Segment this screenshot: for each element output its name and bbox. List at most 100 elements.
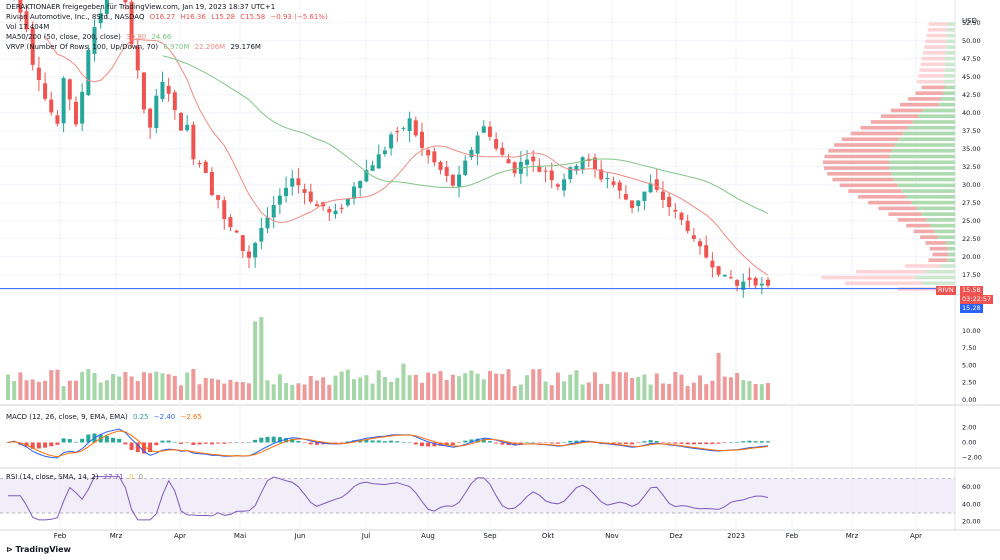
volume-bar <box>382 376 387 400</box>
vp-up-bar <box>947 258 955 262</box>
volume-bar <box>728 377 733 400</box>
macd-histogram-bar <box>179 442 184 444</box>
volume-bar <box>487 371 492 400</box>
vp-up-bar <box>946 28 955 32</box>
volume-bar <box>228 379 233 400</box>
symbol-line[interactable]: Rivian Automotive, Inc., 8Std., NASDAQ O… <box>6 13 331 22</box>
volume-bar <box>704 384 709 400</box>
ma-legend[interactable]: MA50/200 (50, close, 200, close) 30.80 2… <box>6 33 172 41</box>
volume-bar <box>61 386 66 400</box>
vrvp-legend[interactable]: VRVP (Number Of Rows, 100, Up/Down, 70) … <box>6 43 261 51</box>
price-tick-label: 42.50 <box>962 91 981 99</box>
volume-bar <box>475 373 480 400</box>
vp-up-bar <box>914 275 955 280</box>
candle-body <box>197 162 202 165</box>
candle-body <box>525 159 530 165</box>
vp-up-bar <box>948 252 955 257</box>
volume-bar <box>506 369 511 400</box>
candle-body <box>691 235 696 239</box>
volume-bar <box>494 373 499 400</box>
rsi-legend[interactable]: RSI (14, close, SMA, 14, 2) 27.71 0 0 <box>6 473 144 481</box>
x-tick-label: Okt <box>542 532 555 540</box>
candle-body <box>253 242 258 258</box>
macd-histogram-bar <box>141 442 146 454</box>
macd-histogram-bar <box>308 442 313 445</box>
candle-body <box>345 198 350 206</box>
volume-bar <box>345 369 350 400</box>
volume-bar <box>401 363 406 400</box>
vp-down-bar <box>929 246 948 251</box>
candle-body <box>141 72 146 110</box>
vp-down-bar <box>868 200 912 205</box>
candle-body <box>438 161 443 170</box>
macd-histogram-bar <box>766 441 770 443</box>
macd-histogram-bar <box>685 442 690 445</box>
vp-down-bar <box>904 264 940 268</box>
vp-up-bar <box>922 108 955 113</box>
rsi-line <box>8 476 769 521</box>
volume-bar <box>296 383 301 400</box>
volume-bar <box>537 369 542 400</box>
vp-up-bar <box>897 183 955 188</box>
price-tick-label: 40.00 <box>962 109 981 117</box>
candle-body <box>129 1 134 45</box>
candle-body <box>704 245 709 258</box>
macd-histogram-bar <box>389 440 394 443</box>
rsi-tick-label: 20.00 <box>962 518 981 526</box>
volume-bar <box>741 380 746 400</box>
candle-body <box>648 183 653 193</box>
candle-body <box>172 92 177 111</box>
candle-body <box>389 134 394 149</box>
macd-histogram-bar <box>185 442 190 443</box>
price-tick-label: 30.00 <box>962 181 981 189</box>
macd-histogram-bar <box>543 442 548 443</box>
price-tick-label: 20.00 <box>962 253 981 261</box>
vrvp-total: 29.176M <box>230 43 261 51</box>
price-tick-label: 37.50 <box>962 127 981 135</box>
vp-down-bar <box>834 143 895 147</box>
price-tick-label: 45.00 <box>962 73 981 81</box>
macd-histogram-bar <box>166 440 171 443</box>
macd-histogram-bar <box>487 441 492 443</box>
candle-body <box>154 95 159 129</box>
vp-down-bar <box>916 79 944 84</box>
volume-bar <box>419 382 424 400</box>
candle-body <box>685 220 690 231</box>
tradingview-logo[interactable]: ⊳ TradingView <box>6 545 71 554</box>
volume-bar <box>240 381 245 400</box>
candle-body <box>413 120 418 136</box>
candle-body <box>463 160 468 175</box>
candle-body <box>568 167 573 180</box>
vp-down-bar <box>906 223 931 228</box>
ohlc-high: H16.36 <box>180 13 206 21</box>
volume-bar <box>450 374 455 400</box>
macd-histogram-bar <box>61 438 66 443</box>
volume-tick-label: 5.00 <box>962 361 976 369</box>
candle-body <box>277 195 282 205</box>
candle-body <box>642 191 647 201</box>
vp-up-bar <box>902 131 955 136</box>
volume-bar <box>766 383 770 400</box>
candle-body <box>506 159 511 164</box>
macd-histogram-bar <box>592 442 597 443</box>
macd-histogram-bar <box>630 442 635 445</box>
volume-bar <box>271 384 276 400</box>
ma50-line <box>44 35 769 276</box>
volume-bar <box>104 380 109 400</box>
candle-body <box>296 178 301 186</box>
volume-bar <box>642 374 647 400</box>
volume-legend[interactable]: Vol 17.404M <box>6 23 50 31</box>
vp-up-bar <box>944 62 955 67</box>
price-tick-label: 22.50 <box>962 235 981 243</box>
macd-histogram-bar <box>314 442 319 445</box>
macd-tick-label: 2.00 <box>962 424 976 432</box>
vp-down-bar <box>890 108 923 113</box>
macd-histogram-bar <box>667 442 672 444</box>
macd-legend[interactable]: MACD (12, 26, close, 9, EMA, EMA) 0.25 −… <box>6 413 202 421</box>
candle-body <box>135 46 140 71</box>
volume-bar <box>12 381 17 400</box>
currency-label: USD <box>962 17 977 25</box>
vp-up-bar <box>934 229 955 234</box>
volume-bar <box>277 374 282 400</box>
